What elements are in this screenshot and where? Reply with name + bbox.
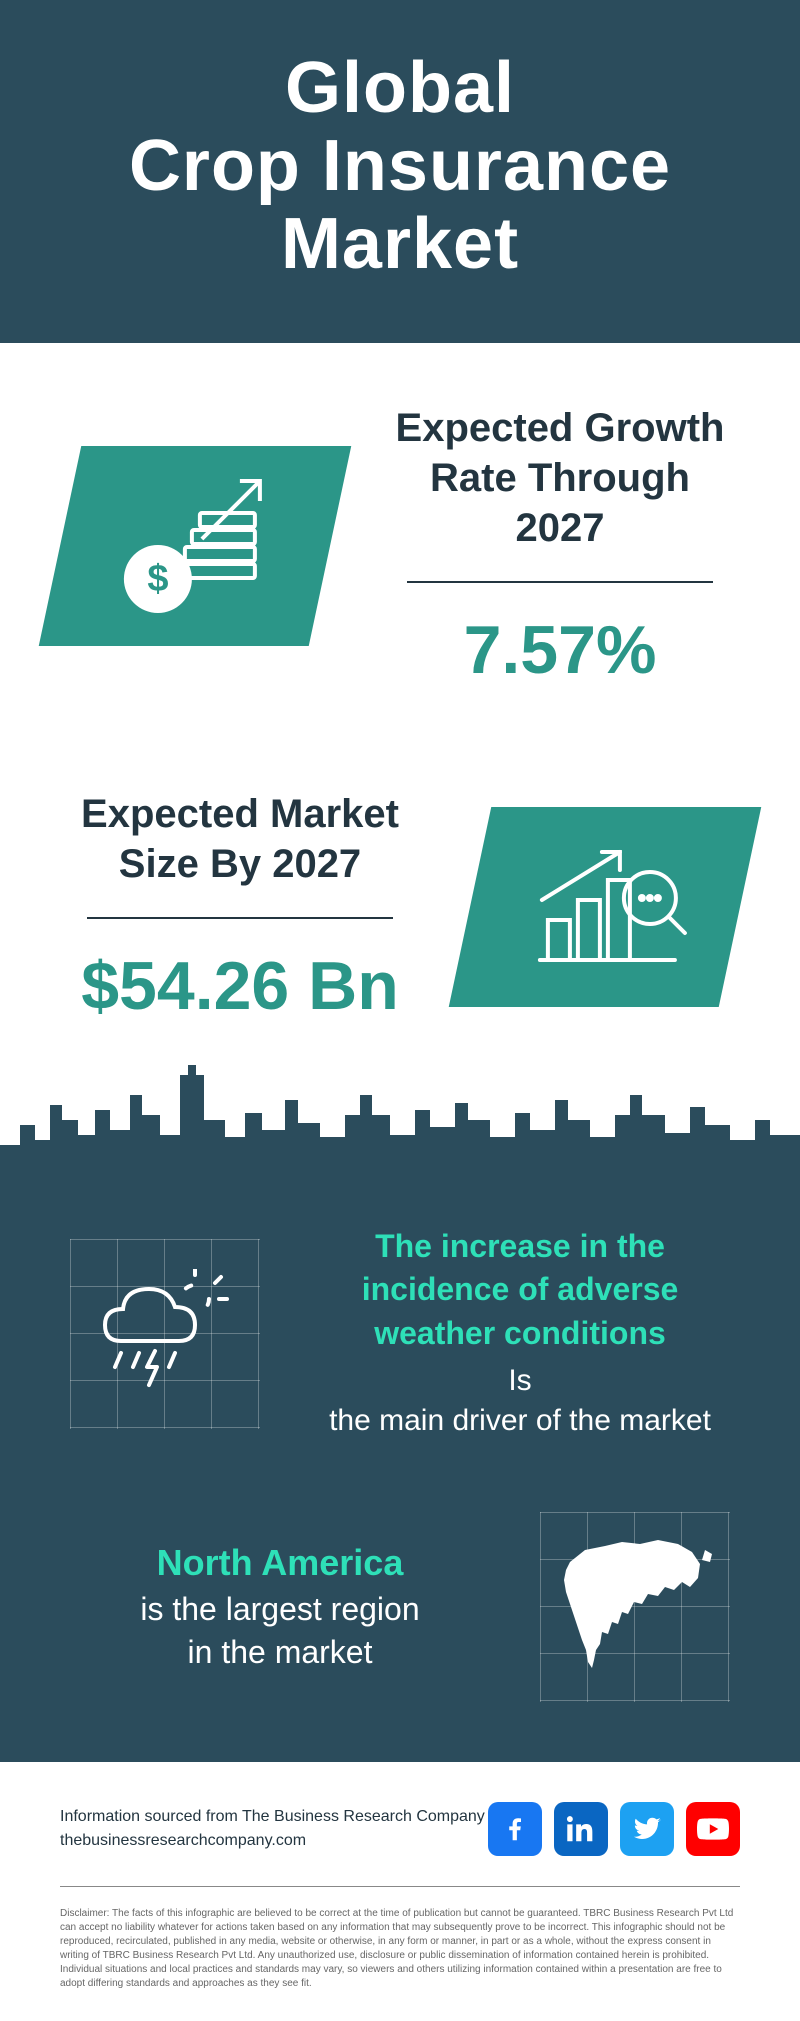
youtube-icon <box>697 1813 729 1845</box>
dark-section: The increase in the incidence of adverse… <box>0 1185 800 1762</box>
market-size-label: Expected Market Size By 2027 <box>60 789 420 889</box>
region-block: North America is the largest region in t… <box>70 1512 730 1702</box>
weather-icon-panel <box>70 1239 260 1429</box>
linkedin-icon <box>567 1815 595 1843</box>
facebook-icon <box>500 1814 530 1844</box>
twitter-icon <box>632 1814 662 1844</box>
title-line-2: Crop Insurance <box>129 126 671 206</box>
title-line-3: Market <box>281 204 519 284</box>
market-size-value: $54.26 Bn <box>60 947 420 1025</box>
north-america-map-icon <box>550 1532 720 1682</box>
city-skyline <box>0 1065 800 1185</box>
main-title: Global Crop Insurance Market <box>40 50 760 283</box>
growth-rate-stat: $ Expected Growth Rate Through 2027 7.57… <box>0 343 800 729</box>
market-driver-block: The increase in the incidence of adverse… <box>70 1225 730 1442</box>
divider <box>87 917 393 919</box>
social-links <box>488 1802 740 1856</box>
growth-rate-shape: $ <box>39 446 352 646</box>
title-header: Global Crop Insurance Market <box>0 0 800 343</box>
disclaimer-text: Disclaimer: The facts of this infographi… <box>60 1886 740 1991</box>
region-highlight: North America <box>70 1539 490 1588</box>
footer: Information sourced from The Business Re… <box>0 1762 800 2021</box>
growth-rate-value: 7.57% <box>380 611 740 689</box>
linkedin-link[interactable] <box>554 1802 608 1856</box>
growth-rate-text: Expected Growth Rate Through 2027 7.57% <box>380 403 740 689</box>
driver-highlight: The increase in the incidence of adverse… <box>310 1225 730 1355</box>
storm-weather-icon <box>95 1269 235 1399</box>
twitter-link[interactable] <box>620 1802 674 1856</box>
market-size-text: Expected Market Size By 2027 $54.26 Bn <box>60 789 420 1025</box>
market-size-shape <box>449 807 762 1007</box>
region-text: North America is the largest region in t… <box>70 1539 490 1674</box>
market-size-stat: Expected Market Size By 2027 $54.26 Bn <box>0 729 800 1065</box>
region-sub: is the largest region in the market <box>70 1588 490 1674</box>
market-analysis-icon <box>520 830 690 985</box>
growth-rate-label: Expected Growth Rate Through 2027 <box>380 403 740 553</box>
driver-text: The increase in the incidence of adverse… <box>310 1225 730 1442</box>
svg-text:$: $ <box>147 558 168 600</box>
divider <box>407 581 713 583</box>
footer-row: Information sourced from The Business Re… <box>60 1802 740 1856</box>
title-line-1: Global <box>285 48 515 128</box>
youtube-link[interactable] <box>686 1802 740 1856</box>
facebook-link[interactable] <box>488 1802 542 1856</box>
money-growth-icon: $ <box>110 469 280 624</box>
map-icon-panel <box>540 1512 730 1702</box>
driver-sub: Is the main driver of the market <box>310 1361 730 1442</box>
source-attribution: Information sourced from The Business Re… <box>60 1805 485 1853</box>
infographic-root: Global Crop Insurance Market <box>0 0 800 2021</box>
